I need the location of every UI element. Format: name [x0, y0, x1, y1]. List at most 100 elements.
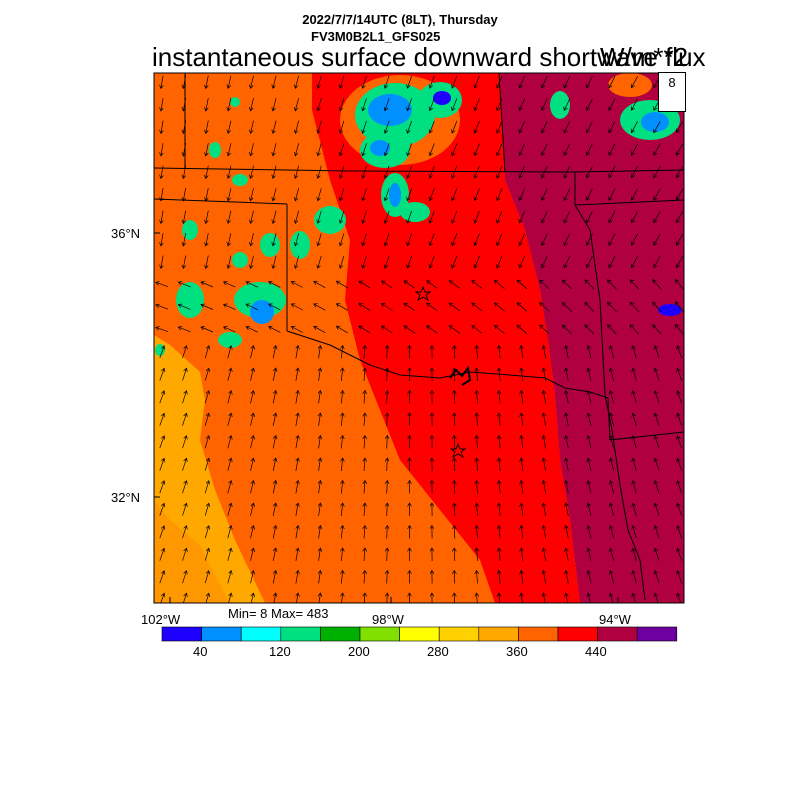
wind-vector: [588, 346, 592, 359]
wind-vector: [542, 98, 548, 111]
wind-vector: [519, 255, 525, 268]
wind-vector: [477, 458, 478, 472]
wind-vector: [404, 326, 416, 334]
wind-vector: [228, 188, 232, 201]
wind-vector: [251, 75, 254, 89]
wind-vector: [228, 75, 232, 89]
wind-vector: [655, 548, 660, 561]
wind-vector: [363, 210, 367, 223]
wind-vector: [588, 368, 592, 381]
wind-vector: [475, 75, 480, 88]
wind-vector: [454, 548, 455, 562]
wind-vector: [655, 526, 660, 539]
wind-vector: [430, 98, 435, 110]
wind-vector: [521, 346, 523, 359]
wind-vector: [201, 282, 214, 288]
wind-vector: [269, 304, 281, 311]
wind-vector: [609, 98, 616, 111]
wind-vector: [319, 526, 321, 539]
wind-vector: [404, 303, 416, 311]
wind-vector: [227, 391, 231, 404]
wind-vector: [227, 548, 231, 561]
wind-vector: [161, 143, 163, 156]
wind-vector: [633, 503, 637, 516]
wind-vector: [543, 571, 545, 584]
wind-vector: [676, 188, 684, 200]
wind-vector: [201, 305, 214, 310]
wind-vector: [387, 548, 388, 562]
wind-vector: [273, 98, 277, 111]
wind-vector: [677, 503, 683, 516]
wind-vector: [159, 413, 164, 426]
lon-label-94w: 94°W: [599, 612, 631, 627]
wind-vector: [588, 593, 591, 603]
wind-vector: [477, 503, 478, 517]
wind-vector: [318, 75, 322, 88]
wind-vector: [521, 436, 523, 449]
wind-vector: [273, 75, 277, 89]
wind-vector: [387, 436, 388, 449]
wind-vector: [206, 233, 209, 246]
wind-vector: [610, 413, 615, 426]
lat-label-32n: 32°N: [111, 490, 141, 505]
wind-vector: [161, 120, 163, 134]
wind-vector: [206, 75, 209, 89]
wind-vector: [609, 256, 616, 268]
wind-vector: [654, 166, 661, 177]
wind-vector: [178, 282, 191, 288]
wind-vector: [609, 166, 616, 178]
wind-vector: [677, 593, 682, 603]
wind-vector: [387, 458, 388, 472]
wind-vector: [272, 503, 276, 516]
wind-vector: [499, 548, 500, 562]
wind-vector: [562, 303, 572, 312]
wind-vector: [340, 255, 345, 268]
wind-vector: [543, 526, 545, 539]
wind-vector: [654, 121, 661, 132]
wind-vector: [251, 165, 254, 179]
wind-vector: [364, 346, 365, 359]
colorbar-swatch: [478, 626, 519, 642]
wind-vector: [653, 325, 662, 335]
wind-vector: [182, 526, 187, 539]
wind-vector: [182, 571, 187, 584]
wind-vector: [341, 571, 342, 584]
wind-vector: [610, 458, 615, 471]
wind-vector: [454, 346, 455, 359]
wind-vector: [340, 233, 345, 245]
wind-vector: [407, 210, 413, 223]
wind-vector: [655, 391, 660, 404]
wind-vector: [519, 75, 525, 88]
wind-vector: [430, 75, 435, 88]
wind-vector: [250, 458, 254, 471]
wind-vector: [475, 188, 480, 201]
wind-vector: [407, 98, 413, 110]
wind-vector: [272, 391, 276, 404]
wind-vector: [677, 526, 683, 539]
wind-vector: [269, 282, 281, 288]
lat-label-36n: 36°N: [111, 226, 141, 241]
wind-vector: [385, 143, 390, 155]
wind-vector: [610, 368, 615, 381]
wind-vector: [610, 436, 615, 449]
wind-vector: [183, 593, 187, 603]
map-frame: [153, 72, 685, 604]
wind-vector: [319, 593, 321, 603]
wind-vector: [363, 75, 367, 88]
wind-vector: [272, 548, 276, 561]
wind-vector: [566, 368, 569, 381]
wind-vector: [318, 210, 322, 223]
wind-vector: [676, 256, 684, 267]
wind-vector: [633, 571, 637, 584]
wind-vector: [609, 76, 616, 88]
wind-vector: [341, 368, 342, 382]
wind-vector: [159, 571, 164, 584]
wind-vector: [521, 368, 523, 381]
wind-vector: [608, 325, 617, 335]
wind-vector: [363, 188, 367, 200]
wind-vector: [449, 303, 460, 312]
wind-vector: [449, 326, 460, 334]
wind-vector: [314, 281, 326, 289]
wind-vector: [521, 481, 523, 494]
wind-vector: [477, 481, 478, 494]
